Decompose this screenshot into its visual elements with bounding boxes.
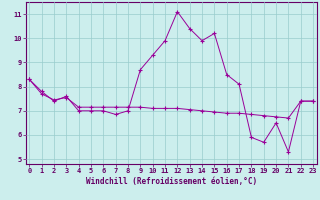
X-axis label: Windchill (Refroidissement éolien,°C): Windchill (Refroidissement éolien,°C) xyxy=(86,177,257,186)
